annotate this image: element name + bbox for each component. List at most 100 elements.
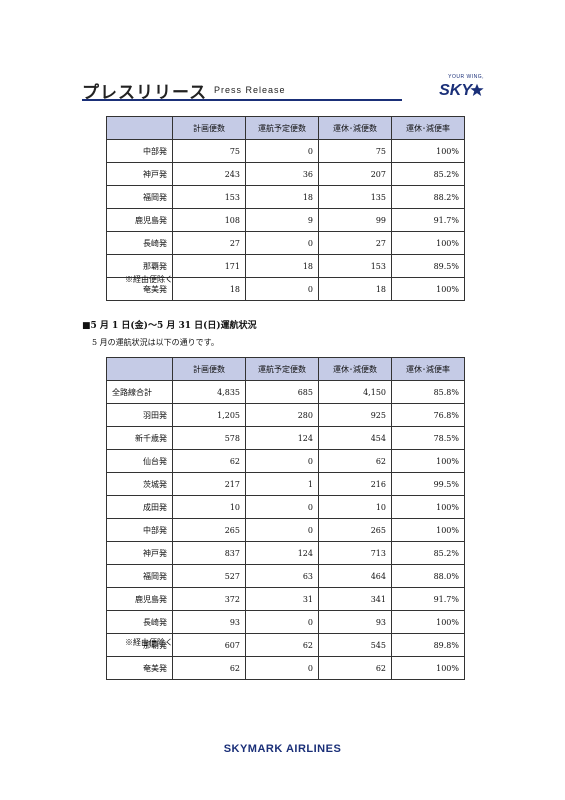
value-cell: 18 <box>318 277 392 301</box>
header-corner-cell <box>106 357 173 381</box>
value-cell: 207 <box>318 162 392 186</box>
table-note: ※経由便除く <box>125 275 173 284</box>
star-icon <box>470 83 484 96</box>
value-cell: 0 <box>245 277 319 301</box>
value-cell: 153 <box>318 254 392 278</box>
row-label-cell: 茨城発 <box>106 472 173 496</box>
row-label-cell: 鹿児島発 <box>106 208 173 232</box>
value-cell: 171 <box>172 254 246 278</box>
table-row: 長崎発 27 0 27 100% <box>106 231 465 255</box>
table-row: 仙台発 62 0 62 100% <box>106 449 465 473</box>
row-label-cell: 奄美発 <box>106 277 173 301</box>
table-row: 成田発 10 0 10 100% <box>106 495 465 519</box>
table-row: 長崎発 93 0 93 100% <box>106 610 465 634</box>
value-cell: 0 <box>245 610 319 634</box>
value-cell: 93 <box>172 610 246 634</box>
row-label-cell: 神戸発 <box>106 162 173 186</box>
header-rule <box>82 99 402 101</box>
value-cell: 75 <box>318 139 392 163</box>
row-label-cell: 長崎発 <box>106 231 173 255</box>
table-header-row: 計画便数 運航予定便数 運休･減便数 運休･減便率 <box>106 357 465 381</box>
value-cell: 62 <box>172 656 246 680</box>
value-cell: 578 <box>172 426 246 450</box>
value-cell: 100% <box>391 139 465 163</box>
row-label-cell: 奄美発 <box>106 656 173 680</box>
column-header: 計画便数 <box>172 357 246 381</box>
logo-tagline: YOUR WING, <box>448 74 484 80</box>
column-header: 運航予定便数 <box>245 116 319 140</box>
row-label-cell: 仙台発 <box>106 449 173 473</box>
value-cell: 0 <box>245 495 319 519</box>
column-header: 運航予定便数 <box>245 357 319 381</box>
value-cell: 91.7% <box>391 587 465 611</box>
value-cell: 10 <box>172 495 246 519</box>
value-cell: 88.2% <box>391 185 465 209</box>
row-label-cell: 福岡発 <box>106 185 173 209</box>
value-cell: 76.8% <box>391 403 465 427</box>
column-header: 運休･減便率 <box>391 116 465 140</box>
table-row: 中部発 265 0 265 100% <box>106 518 465 542</box>
value-cell: 93 <box>318 610 392 634</box>
value-cell: 62 <box>245 633 319 657</box>
table-row: 鹿児島発 108 9 99 91.7% <box>106 208 465 232</box>
value-cell: 100% <box>391 610 465 634</box>
table-header-row: 計画便数 運航予定便数 運休･減便数 運休･減便率 <box>106 116 465 140</box>
table-may-operations: 計画便数 運航予定便数 運休･減便数 運休･減便率 全路線合計 4,835 685 4,15… <box>106 357 465 680</box>
value-cell: 527 <box>172 564 246 588</box>
value-cell: 31 <box>245 587 319 611</box>
value-cell: 85.8% <box>391 380 465 404</box>
value-cell: 265 <box>172 518 246 542</box>
column-header: 運休･減便数 <box>318 116 392 140</box>
value-cell: 4,835 <box>172 380 246 404</box>
value-cell: 36 <box>245 162 319 186</box>
value-cell: 265 <box>318 518 392 542</box>
value-cell: 0 <box>245 139 319 163</box>
value-cell: 280 <box>245 403 319 427</box>
value-cell: 91.7% <box>391 208 465 232</box>
value-cell: 4,150 <box>318 380 392 404</box>
row-label-cell: 羽田発 <box>106 403 173 427</box>
table-row: 新千歳発 578 124 454 78.5% <box>106 426 465 450</box>
table-row: 那覇発 607 62 545 89.8% <box>106 633 465 657</box>
value-cell: 100% <box>391 231 465 255</box>
value-cell: 1,205 <box>172 403 246 427</box>
value-cell: 63 <box>245 564 319 588</box>
value-cell: 713 <box>318 541 392 565</box>
value-cell: 10 <box>318 495 392 519</box>
section-text: 5 月の運航状況は以下の通りです。 <box>92 338 219 347</box>
value-cell: 0 <box>245 518 319 542</box>
value-cell: 925 <box>318 403 392 427</box>
table-note: ※経由便除く <box>125 638 173 647</box>
value-cell: 9 <box>245 208 319 232</box>
value-cell: 217 <box>172 472 246 496</box>
value-cell: 100% <box>391 495 465 519</box>
value-cell: 27 <box>172 231 246 255</box>
row-label-cell: 成田発 <box>106 495 173 519</box>
table-regional-flights: 計画便数 運航予定便数 運休･減便数 運休･減便率 中部発 75 0 75 100% 神戸発 24… <box>106 116 465 301</box>
row-label-cell: 中部発 <box>106 139 173 163</box>
table-row: 中部発 75 0 75 100% <box>106 139 465 163</box>
table-row: 全路線合計 4,835 685 4,150 85.8% <box>106 380 465 404</box>
table-row: 福岡発 527 63 464 88.0% <box>106 564 465 588</box>
value-cell: 75 <box>172 139 246 163</box>
value-cell: 89.8% <box>391 633 465 657</box>
row-label-cell: 福岡発 <box>106 564 173 588</box>
value-cell: 545 <box>318 633 392 657</box>
value-cell: 1 <box>245 472 319 496</box>
column-header: 計画便数 <box>172 116 246 140</box>
value-cell: 685 <box>245 380 319 404</box>
value-cell: 27 <box>318 231 392 255</box>
value-cell: 243 <box>172 162 246 186</box>
value-cell: 100% <box>391 656 465 680</box>
value-cell: 100% <box>391 277 465 301</box>
value-cell: 85.2% <box>391 541 465 565</box>
value-cell: 100% <box>391 449 465 473</box>
value-cell: 89.5% <box>391 254 465 278</box>
value-cell: 62 <box>172 449 246 473</box>
value-cell: 341 <box>318 587 392 611</box>
value-cell: 0 <box>245 449 319 473</box>
footer-brand: SKYMARK AIRLINES <box>223 743 342 755</box>
value-cell: 153 <box>172 185 246 209</box>
value-cell: 607 <box>172 633 246 657</box>
table-row: 鹿児島発 372 31 341 91.7% <box>106 587 465 611</box>
